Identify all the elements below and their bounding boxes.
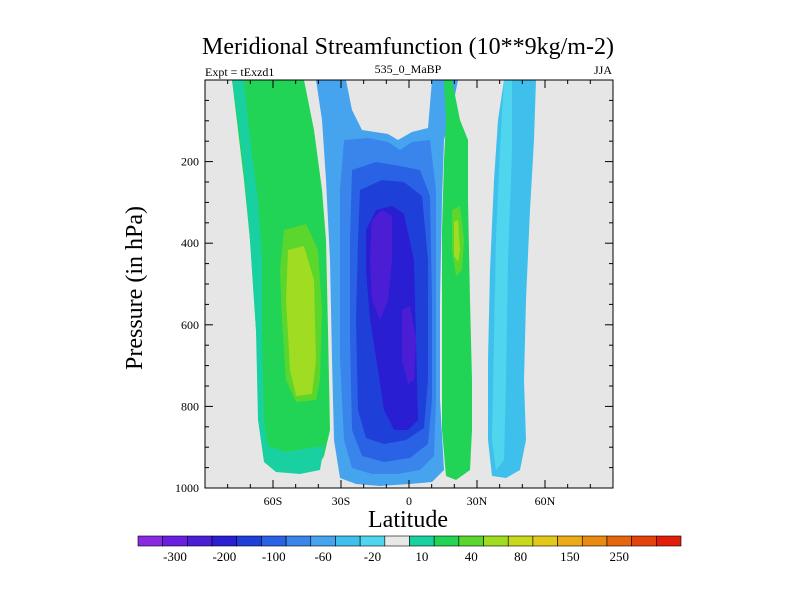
colorbar-label: -200 [212, 549, 236, 564]
colorbar-swatch [557, 535, 583, 547]
x-tick-label: 0 [406, 494, 412, 508]
x-tick-label: 30S [332, 494, 351, 508]
tropical-negative-max2 [402, 306, 416, 384]
colorbar-swatch [187, 535, 213, 547]
nh-negative-inner [492, 80, 512, 470]
colorbar-label: -300 [163, 549, 187, 564]
y-tick-label: 1000 [175, 481, 199, 495]
colorbar-swatch [656, 535, 682, 547]
y-axis-label: Pressure (in hPa) [122, 206, 148, 370]
colorbar-swatch [458, 535, 484, 547]
colorbar: -300 -200 -100 -60 -20 10 40 80 150 250 [137, 535, 682, 564]
colorbar-swatch [162, 535, 188, 547]
sh-edge [232, 80, 324, 474]
sh-positive-max [286, 246, 316, 396]
experiment-label: Expt = tExzd1 [205, 65, 274, 79]
tropical-negative-max [370, 210, 392, 320]
y-tick-label: 200 [181, 155, 199, 169]
colorbar-swatch [384, 535, 410, 547]
period-label: 535_0_MaBP [375, 62, 442, 76]
chart-title: Meridional Streamfunction (10**9kg/m-2) [202, 34, 614, 60]
colorbar-label: -60 [314, 549, 331, 564]
colorbar-swatch [581, 535, 608, 547]
colorbar-swatch [507, 535, 534, 547]
y-tick-label: 400 [181, 236, 199, 250]
y-tick-label: 600 [181, 318, 199, 332]
colorbar-swatch [409, 535, 435, 547]
colorbar-label: 10 [415, 549, 428, 564]
nh-positive-cell [442, 80, 472, 480]
colorbar-swatch [433, 535, 460, 547]
colorbar-swatch [631, 535, 657, 547]
colorbar-label: 40 [465, 549, 478, 564]
y-tick-label: 800 [181, 399, 199, 413]
x-tick-label: 60N [535, 494, 556, 508]
contour-regions [232, 80, 536, 486]
colorbar-swatch [285, 535, 312, 547]
colorbar-swatch [359, 535, 386, 547]
colorbar-label: 150 [560, 549, 580, 564]
colorbar-swatch [310, 535, 336, 547]
colorbar-swatch [236, 535, 262, 547]
y-axis: 200 400 600 800 1000 [175, 99, 613, 495]
x-tick-label: 60S [264, 494, 283, 508]
colorbar-swatch [606, 535, 632, 547]
colorbar-swatch [335, 535, 361, 547]
colorbar-label: -100 [262, 549, 286, 564]
colorbar-label: -20 [364, 549, 381, 564]
x-axis: 60S 30S 0 30N 60N [227, 80, 591, 508]
colorbar-swatch [532, 535, 558, 547]
colorbar-swatch [211, 535, 238, 547]
colorbar-label: 250 [610, 549, 630, 564]
colorbar-swatch [483, 535, 509, 547]
colorbar-swatch [261, 535, 287, 547]
x-axis-label: Latitude [368, 507, 448, 533]
nh-positive-max [454, 220, 460, 262]
season-label: JJA [594, 63, 612, 77]
colorbar-label: 80 [514, 549, 527, 564]
x-tick-label: 30N [467, 494, 488, 508]
colorbar-swatch [137, 535, 163, 547]
